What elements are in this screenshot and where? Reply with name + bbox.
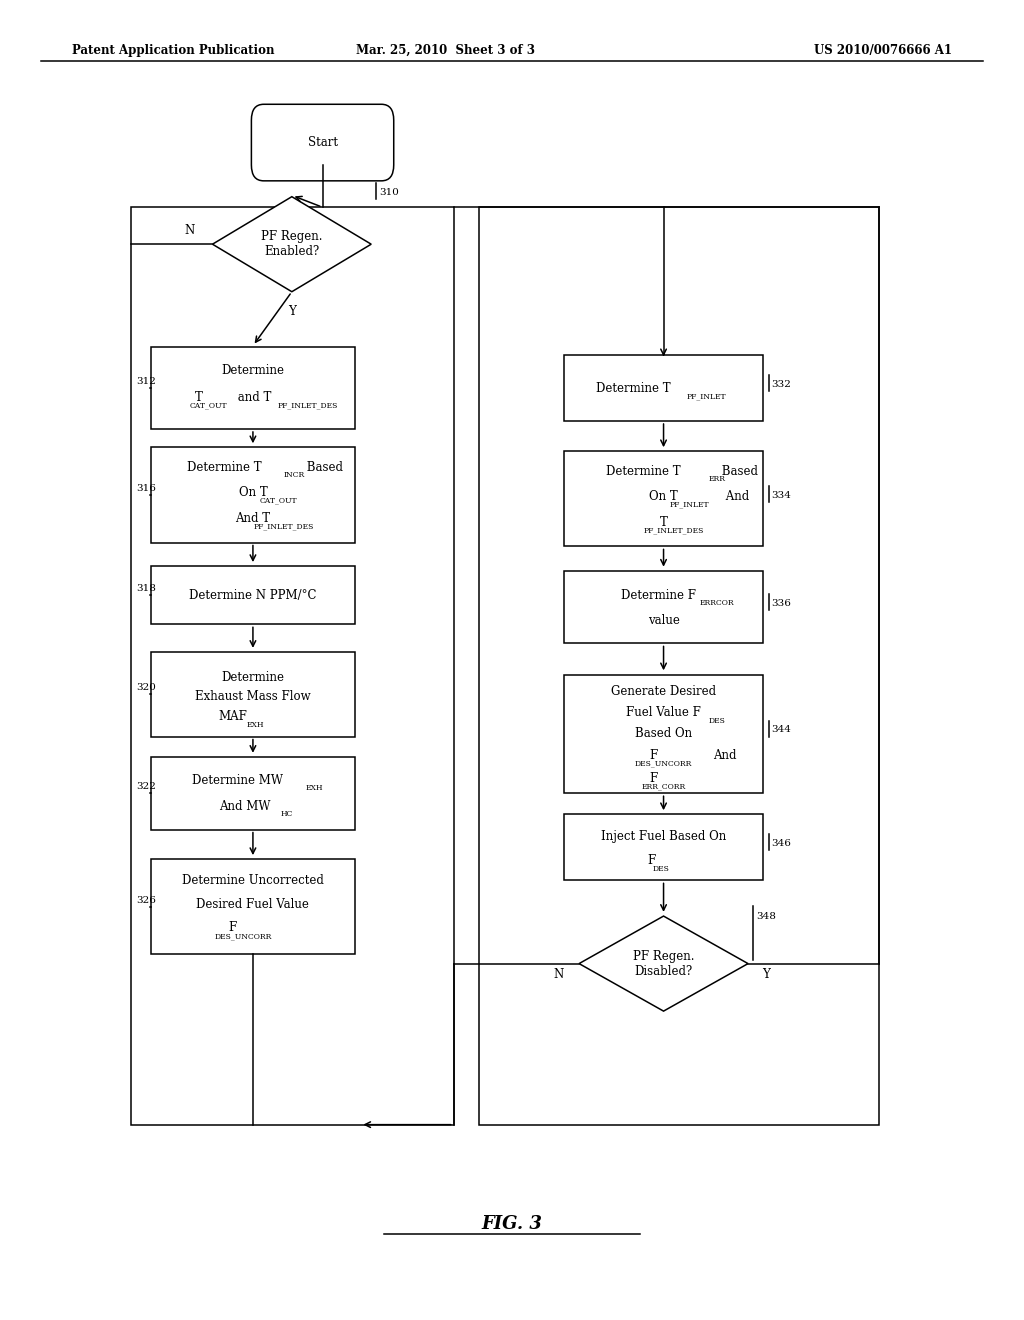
Text: Determine: Determine <box>221 364 285 378</box>
Bar <box>563 675 764 793</box>
Text: On T: On T <box>649 490 678 503</box>
Text: 322: 322 <box>136 783 156 791</box>
Text: HC: HC <box>281 810 293 818</box>
Text: MAF: MAF <box>218 710 247 723</box>
Text: PF_INLET_DES: PF_INLET_DES <box>254 523 313 531</box>
Text: 336: 336 <box>772 599 792 607</box>
Text: and T: and T <box>234 391 271 404</box>
Bar <box>563 355 764 421</box>
Text: Determine F: Determine F <box>621 589 696 602</box>
Text: PF_INLET_DES: PF_INLET_DES <box>279 401 338 409</box>
Text: Fuel Value F: Fuel Value F <box>626 706 701 719</box>
Bar <box>151 447 355 543</box>
Text: EXH: EXH <box>305 784 324 792</box>
Text: And T: And T <box>236 512 270 525</box>
Text: F: F <box>647 854 655 867</box>
Text: F: F <box>649 748 657 762</box>
Bar <box>479 207 879 1125</box>
Text: T: T <box>659 516 668 529</box>
Text: Determine: Determine <box>221 671 285 684</box>
Text: Generate Desired: Generate Desired <box>611 685 716 698</box>
Text: Based: Based <box>302 461 343 474</box>
Bar <box>131 207 454 1125</box>
Text: INCR: INCR <box>284 471 304 479</box>
Text: Exhaust Mass Flow: Exhaust Mass Flow <box>196 690 310 704</box>
Bar <box>151 758 355 830</box>
Text: Determine T: Determine T <box>187 461 261 474</box>
Text: Based On: Based On <box>635 727 692 741</box>
Polygon shape <box>580 916 748 1011</box>
Text: 318: 318 <box>136 585 156 593</box>
Text: DES_UNCORR: DES_UNCORR <box>635 759 692 767</box>
Text: Based: Based <box>718 465 759 478</box>
Text: Mar. 25, 2010  Sheet 3 of 3: Mar. 25, 2010 Sheet 3 of 3 <box>356 44 535 57</box>
Text: Determine N PPM/°C: Determine N PPM/°C <box>189 589 316 602</box>
Text: Determine Uncorrected: Determine Uncorrected <box>182 874 324 887</box>
Text: 316: 316 <box>136 484 156 492</box>
Text: Determine T: Determine T <box>606 465 680 478</box>
Text: value: value <box>647 614 680 627</box>
Text: F: F <box>228 921 237 935</box>
Text: PF Regen.
Enabled?: PF Regen. Enabled? <box>261 230 323 259</box>
Text: EXH: EXH <box>246 721 264 729</box>
Text: 344: 344 <box>772 726 792 734</box>
Text: 334: 334 <box>772 491 792 499</box>
Text: Determine MW: Determine MW <box>193 774 283 787</box>
Bar <box>563 451 764 546</box>
Text: DES: DES <box>709 717 725 725</box>
Text: FIG. 3: FIG. 3 <box>481 1214 543 1233</box>
Text: 346: 346 <box>772 840 792 847</box>
Text: PF Regen.
Disabled?: PF Regen. Disabled? <box>633 949 694 978</box>
Text: N: N <box>553 968 564 981</box>
Text: F: F <box>649 772 657 785</box>
Text: CAT_OUT: CAT_OUT <box>190 401 227 409</box>
Text: DES: DES <box>653 865 670 873</box>
Text: And: And <box>714 748 736 762</box>
Text: DES_UNCORR: DES_UNCORR <box>215 932 272 940</box>
Text: And MW: And MW <box>219 800 270 813</box>
FancyBboxPatch shape <box>252 104 393 181</box>
Text: 310: 310 <box>379 189 399 197</box>
Text: ERR: ERR <box>709 475 725 483</box>
Text: 326: 326 <box>136 896 156 904</box>
Text: Y: Y <box>288 305 296 318</box>
Text: Desired Fuel Value: Desired Fuel Value <box>197 898 309 911</box>
Polygon shape <box>212 197 371 292</box>
Text: On T: On T <box>239 486 267 499</box>
Text: 320: 320 <box>136 684 156 692</box>
Text: ERR_CORR: ERR_CORR <box>641 783 686 791</box>
Bar <box>151 566 355 624</box>
Text: CAT_OUT: CAT_OUT <box>260 496 297 504</box>
Text: Start: Start <box>307 136 338 149</box>
Bar <box>151 347 355 429</box>
Text: T: T <box>195 391 203 404</box>
Text: ERRCOR: ERRCOR <box>699 599 734 607</box>
Text: PF_INLET_DES: PF_INLET_DES <box>644 527 703 535</box>
Text: Y: Y <box>763 968 770 981</box>
Bar <box>563 570 764 643</box>
Text: 332: 332 <box>772 380 792 388</box>
Text: And: And <box>722 490 749 503</box>
Text: Determine T: Determine T <box>596 381 670 395</box>
Text: Inject Fuel Based On: Inject Fuel Based On <box>601 830 726 843</box>
Text: 348: 348 <box>756 912 776 920</box>
Text: N: N <box>184 224 196 238</box>
Text: Patent Application Publication: Patent Application Publication <box>72 44 274 57</box>
Text: US 2010/0076666 A1: US 2010/0076666 A1 <box>814 44 952 57</box>
Text: 312: 312 <box>136 378 156 385</box>
Bar <box>563 814 764 880</box>
Bar <box>151 652 355 737</box>
Text: PF_INLET: PF_INLET <box>670 500 709 508</box>
Bar <box>151 859 355 954</box>
Text: PF_INLET: PF_INLET <box>687 392 726 400</box>
